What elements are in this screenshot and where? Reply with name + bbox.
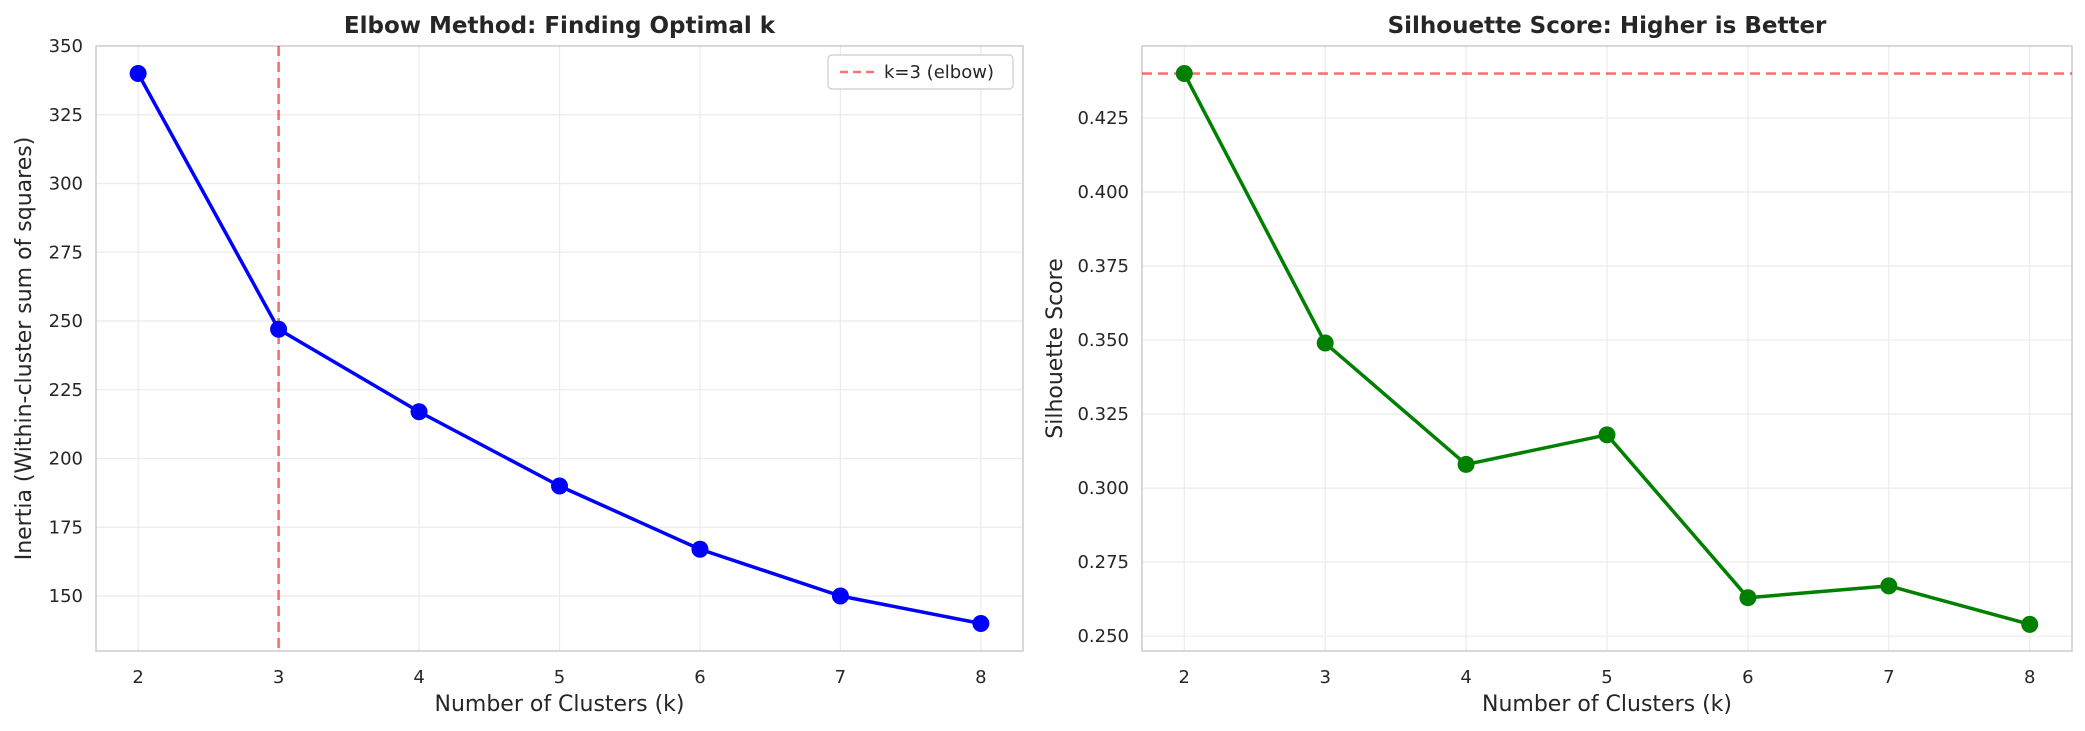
data-point: [2021, 615, 2039, 633]
data-point: [1739, 589, 1757, 607]
x-tick-label: 6: [694, 667, 705, 688]
y-tick-label: 225: [49, 380, 83, 401]
x-tick-label: 2: [132, 667, 143, 688]
y-tick-label: 0.350: [1077, 330, 1129, 351]
data-point: [691, 540, 709, 558]
y-tick-label: 0.250: [1077, 626, 1129, 647]
x-axis-label: Number of Clusters (k): [434, 692, 684, 717]
y-axis-label: Silhouette Score: [1043, 258, 1068, 438]
x-tick-label: 3: [1319, 667, 1330, 688]
y-tick-label: 0.400: [1077, 182, 1129, 203]
legend-box: [827, 54, 1014, 90]
x-tick-label: 6: [1742, 667, 1753, 688]
data-point: [410, 403, 428, 421]
plot-frame: [95, 45, 1024, 652]
chart-title: Silhouette Score: Higher is Better: [1388, 13, 1827, 39]
y-tick-label: 0.425: [1077, 108, 1129, 129]
x-tick-label: 8: [975, 667, 986, 688]
x-tick-label: 4: [413, 667, 424, 688]
y-tick-label: 300: [49, 174, 83, 195]
y-tick-label: 0.325: [1077, 404, 1129, 425]
plot-frame: [1141, 45, 2073, 652]
legend: k=3 (elbow): [827, 54, 1014, 90]
data-point: [1880, 577, 1898, 595]
y-tick-label: 325: [49, 105, 83, 126]
data-point: [1598, 426, 1616, 444]
data-point: [972, 615, 990, 632]
data-point: [1175, 65, 1193, 83]
x-tick-label: 4: [1460, 667, 1471, 688]
y-tick-label: 0.375: [1077, 256, 1129, 277]
y-tick-label: 0.300: [1077, 478, 1129, 499]
data-point: [551, 477, 568, 495]
y-axis-label: Inertia (Within-cluster sum of squares): [12, 137, 37, 561]
data-point: [831, 587, 849, 605]
x-tick-label: 5: [1601, 667, 1612, 688]
x-tick-label: 5: [554, 667, 565, 688]
data-point: [1316, 334, 1334, 352]
x-tick-label: 7: [835, 667, 846, 688]
silhouette-chart-panel: 2 3 4 5 6 7 8 0.250 0.275 0.300 0.325 0.350 0.375 0.4…: [1043, 13, 2073, 717]
x-tick-label: 2: [1179, 667, 1190, 688]
y-tick-label: 200: [49, 449, 83, 470]
y-tick-label: 150: [49, 586, 83, 607]
x-tick-label: 7: [1883, 667, 1894, 688]
elbow-chart-panel: 2 3 4 5 6 7 8 150 175 200 225 250 275 300 325 350 k=3 (e…: [12, 13, 1024, 717]
y-tick-label: 0.275: [1077, 552, 1129, 573]
x-tick-label: 3: [273, 667, 284, 688]
y-tick-label: 175: [49, 517, 83, 538]
y-tick-label: 250: [49, 311, 83, 332]
data-point: [1457, 455, 1475, 473]
data-point: [129, 65, 147, 82]
data-point: [270, 320, 288, 338]
x-tick-label: 8: [2024, 667, 2035, 688]
chart-title: Elbow Method: Finding Optimal k: [344, 13, 776, 39]
y-tick-label: 275: [49, 242, 83, 263]
legend-label: k=3 (elbow): [884, 62, 994, 83]
y-tick-label: 350: [49, 36, 83, 57]
x-axis-label: Number of Clusters (k): [1482, 692, 1732, 717]
